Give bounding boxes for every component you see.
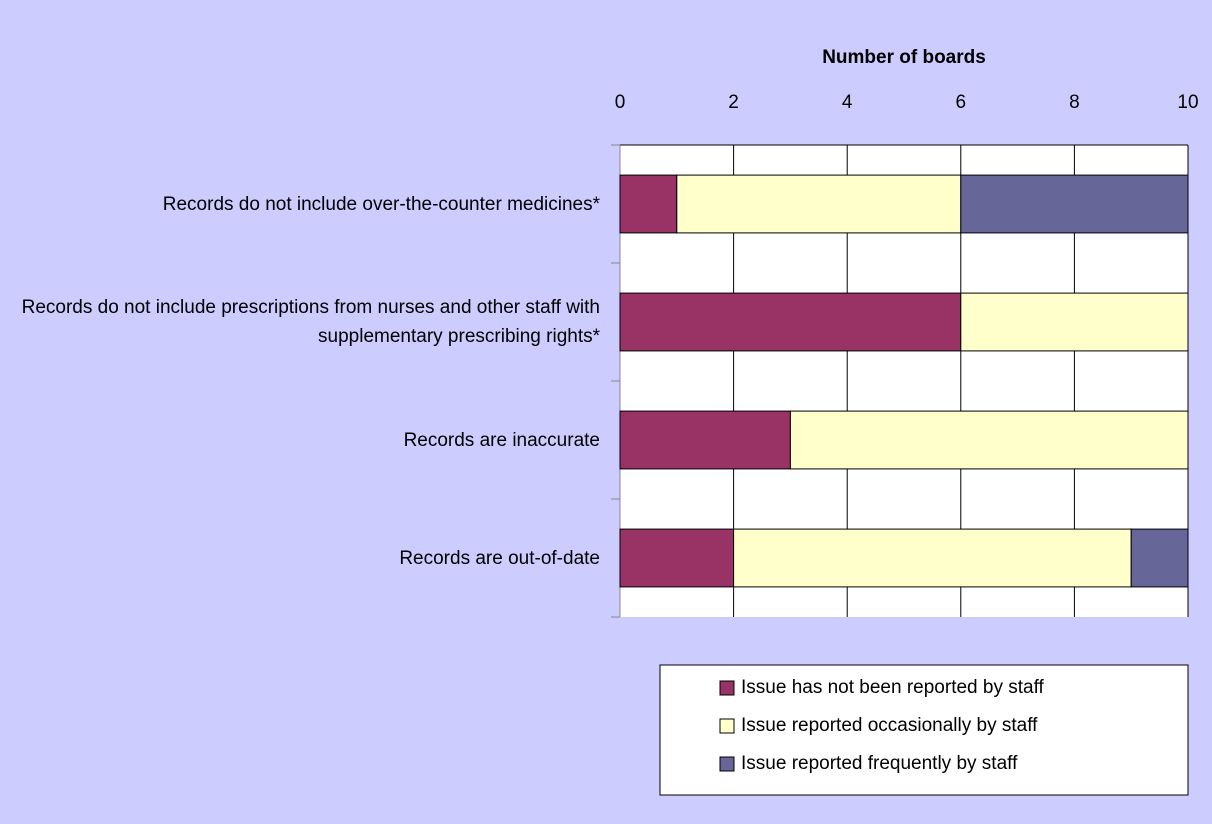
y-tick-label: Records are inaccurate (403, 429, 600, 451)
y-tick-label: Records are out-of-date (399, 547, 600, 569)
bar (789, 410, 1189, 470)
bar (619, 292, 962, 352)
legend-swatch (719, 680, 735, 696)
x-tick-label: 4 (842, 92, 853, 113)
x-tick-label: 8 (1069, 92, 1080, 113)
bar (619, 410, 791, 470)
y-tick-label: Records do not include prescriptions fro… (21, 297, 600, 347)
x-axis-title: Number of boards (822, 47, 986, 68)
y-tick-label: Records do not include over-the-counter … (162, 193, 600, 215)
bar (733, 528, 1132, 588)
bar (1130, 528, 1189, 588)
legend-label: Issue reported frequently by staff (741, 753, 1018, 774)
x-tick-label: 0 (615, 92, 626, 113)
x-tick-label: 2 (728, 92, 739, 113)
legend-label: Issue has not been reported by staff (741, 677, 1045, 698)
bar (960, 292, 1189, 352)
bar (619, 174, 678, 234)
legend-box (659, 664, 1189, 796)
bar (619, 528, 735, 588)
bar (960, 174, 1189, 234)
legend-swatch (719, 756, 735, 772)
bar (676, 174, 962, 234)
x-tick-label: 10 (1177, 92, 1198, 113)
legend-swatch (719, 718, 735, 734)
legend-label: Issue reported occasionally by staff (741, 715, 1038, 736)
x-tick-label: 6 (956, 92, 967, 113)
